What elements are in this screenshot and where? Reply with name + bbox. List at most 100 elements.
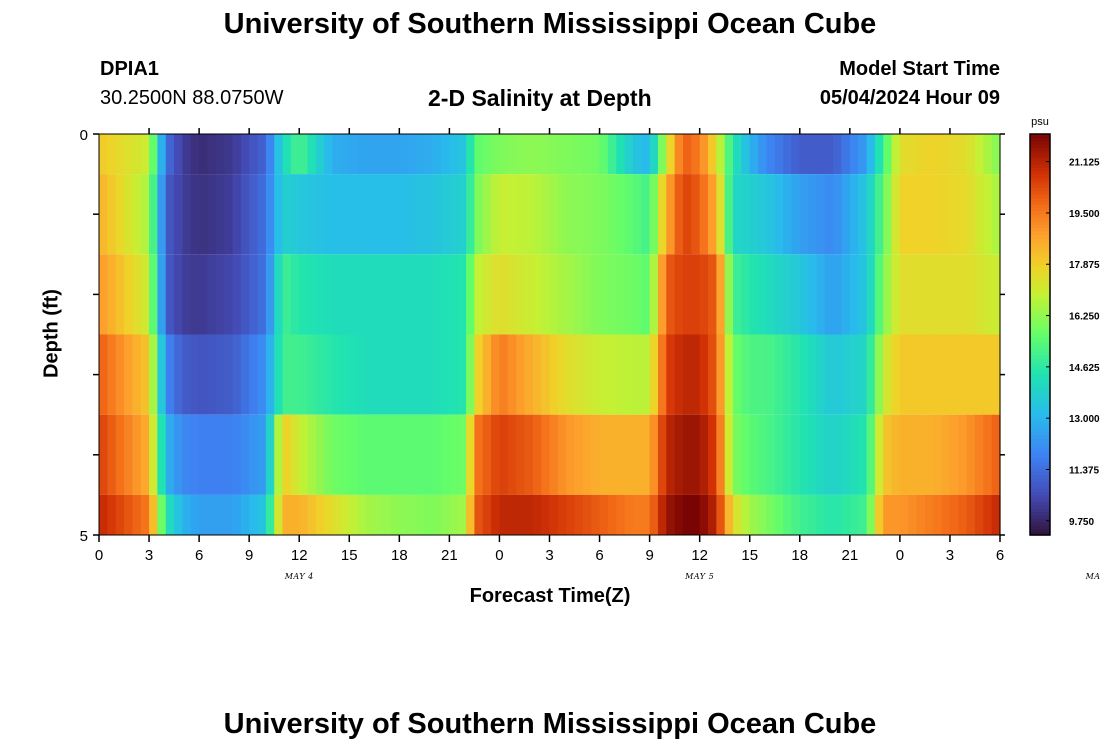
heatmap-cell [607, 494, 617, 535]
heatmap-cell [315, 254, 325, 335]
heatmap-cell [207, 254, 217, 335]
heatmap-cell [657, 174, 667, 255]
heatmap-cell [949, 334, 959, 415]
heatmap-cell [232, 174, 242, 255]
heatmap-cell [157, 494, 167, 535]
heatmap-cell [441, 174, 450, 255]
x-tick-label: 0 [95, 547, 103, 564]
heatmap-cell [883, 334, 893, 415]
heatmap-cell [532, 254, 542, 335]
heatmap-cell [457, 134, 467, 175]
heatmap-cell [649, 414, 659, 495]
heatmap-cell [390, 414, 400, 495]
colorbar-segment [1030, 247, 1050, 252]
heatmap-cell [207, 414, 217, 495]
colorbar-segment [1030, 498, 1050, 503]
heatmap-cell [207, 494, 217, 535]
heatmap-cell [582, 414, 592, 495]
heatmap-cell [724, 174, 734, 255]
colorbar-segment [1030, 154, 1050, 158]
heatmap-cell [499, 254, 509, 335]
x-tick-label: 9 [245, 547, 253, 564]
heatmap-cell [107, 174, 117, 255]
heatmap-cell [974, 414, 984, 495]
heatmap-cell [599, 174, 609, 255]
colorbar-segment [1030, 281, 1050, 285]
heatmap-cell [616, 414, 626, 495]
heatmap-cell [549, 494, 559, 535]
colorbar-segment [1030, 421, 1050, 426]
heatmap-cell [841, 134, 851, 175]
heatmap-cell [991, 174, 1001, 255]
colorbar-unit: psu [1031, 116, 1049, 128]
colorbar-segment [1030, 524, 1050, 529]
heatmap-cell [299, 174, 309, 255]
heatmap-cell [349, 174, 359, 255]
x-tick-label: 0 [495, 547, 503, 564]
y-tick-label: 5 [80, 528, 88, 545]
heatmap-cell [908, 334, 918, 415]
heatmap-cell [516, 494, 526, 535]
heatmap-cell [340, 134, 350, 175]
heatmap-cell [974, 134, 984, 175]
heatmap-cell [541, 254, 551, 335]
heatmap-cell [691, 254, 701, 335]
heatmap-cell [733, 174, 742, 255]
colorbar-segment [1030, 217, 1050, 222]
heatmap-cell [249, 254, 259, 335]
heatmap-cell [416, 174, 425, 255]
heatmap-cell [632, 494, 642, 535]
x-tick-label: 3 [946, 547, 954, 564]
heatmap-cell [516, 414, 526, 495]
heatmap-cell [916, 254, 926, 335]
heatmap-cell [99, 334, 108, 415]
heatmap-cell [766, 134, 776, 175]
heatmap-cell [808, 334, 818, 415]
heatmap-cell [916, 334, 926, 415]
heatmap-cell [833, 134, 843, 175]
heatmap-cell [708, 174, 717, 255]
colorbar-segment [1030, 324, 1050, 329]
colorbar-segment [1030, 197, 1050, 202]
heatmap-cell [282, 334, 292, 415]
heatmap-cell [841, 494, 851, 535]
colorbar-segment [1030, 150, 1050, 155]
heatmap-cell [416, 414, 425, 495]
heatmap-cell [824, 174, 834, 255]
colorbar-segment [1030, 424, 1050, 429]
heatmap-cell [541, 174, 551, 255]
heatmap-cell [215, 134, 225, 175]
colorbar-frame [1029, 133, 1051, 536]
colorbar-segment [1030, 511, 1050, 516]
heatmap-cell [958, 334, 968, 415]
colorbar-segment [1030, 264, 1050, 269]
heatmap-cell [332, 254, 342, 335]
heatmap-cell [674, 254, 684, 335]
heatmap-cell [582, 494, 592, 535]
colorbar-segment [1030, 367, 1050, 372]
heatmap-cell [607, 134, 617, 175]
heatmap-cell [299, 334, 309, 415]
heatmap-cell [257, 134, 267, 175]
heatmap-cell [624, 414, 634, 495]
heatmap-cell [315, 174, 325, 255]
heatmap-cell [507, 134, 517, 175]
heatmap-cell [215, 174, 225, 255]
heatmap-cell [866, 334, 876, 415]
heatmap-cell [332, 174, 342, 255]
colorbar-segment [1030, 357, 1050, 362]
heatmap-cell [733, 494, 742, 535]
heatmap-cell [124, 494, 133, 535]
colorbar-segment [1030, 301, 1050, 306]
heatmap-cell [149, 334, 158, 415]
heatmap-cell [557, 494, 567, 535]
heatmap-cell [891, 134, 901, 175]
heatmap-cell [983, 414, 993, 495]
heatmap-cell [733, 134, 742, 175]
heatmap-cell [115, 494, 125, 535]
heatmap-cell [716, 254, 726, 335]
colorbar-segment [1030, 418, 1050, 422]
heatmap-cell [491, 414, 501, 495]
heatmap-cell [724, 254, 734, 335]
heatmap-cell [607, 414, 617, 495]
